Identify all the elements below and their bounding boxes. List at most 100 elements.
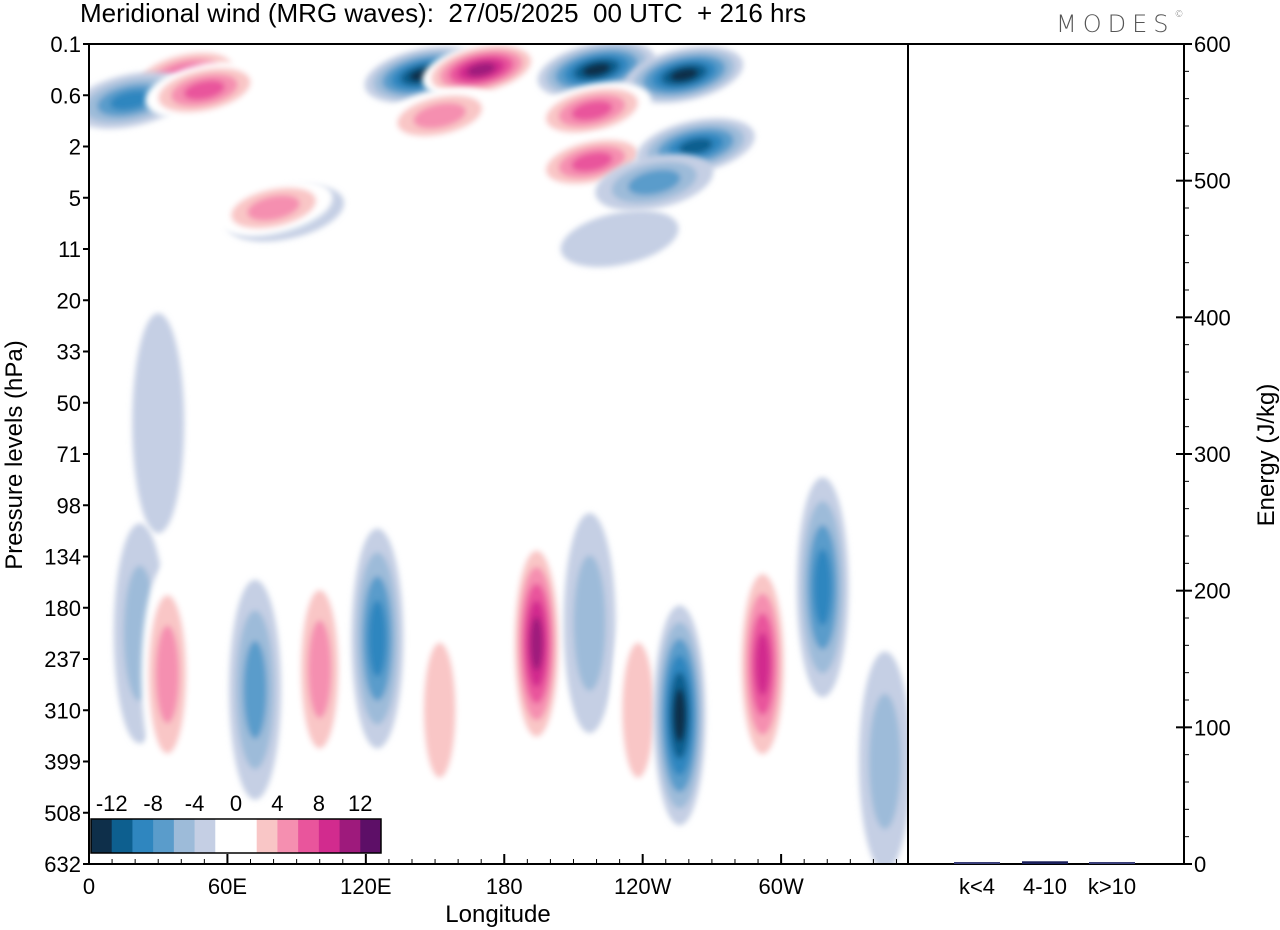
energy-axis-title: Energy (J/kg) [1253,384,1280,527]
colorbar-swatch [173,819,196,853]
contour-level [423,642,456,778]
contour-feature [532,82,651,139]
contour-level [183,80,225,100]
colorbar-swatch [298,819,320,853]
contour-feature [380,87,499,145]
colorbar-swatch [236,819,258,853]
contour-feature [595,154,714,211]
x-tick-label: 120E [340,874,391,899]
energy-tick-label: 600 [1194,32,1231,57]
pressure-axis: 0.1 0.6 2 5 11 20 33 50 71 98 134 180 237 310 399 508 63… [44,32,89,877]
colorbar-swatch [256,819,278,853]
y-tick-label: 2 [69,135,81,160]
contour-level [353,205,471,262]
contour-level [868,693,901,830]
contour-feature [229,579,282,800]
x-tick-label: 120W [614,874,672,899]
contour-feature [612,600,665,821]
y-tick-label: 134 [44,545,81,570]
y-tick-label: 399 [44,750,81,775]
energy-category-label: k>10 [1088,874,1136,899]
contour-level [813,548,832,626]
chart-title: Meridional wind (MRG waves): 27/05/2025 … [80,0,807,28]
y-tick-label: 632 [44,852,81,877]
contour-level [466,62,496,77]
y-axis-title: Pressure levels (hPa) [1,340,28,569]
contour-feature [422,44,541,98]
energy-tick-label: 100 [1194,715,1231,740]
contour-feature [132,313,185,534]
energy-bars: k<4 4-10 k>10 [954,861,1136,899]
energy-bar [1089,862,1135,864]
energy-bar [1022,861,1068,864]
y-tick-label: 71 [57,442,81,467]
contour-feature [537,44,656,98]
colorbar-label: -8 [143,791,163,816]
contour-feature [532,133,651,191]
contour-feature [858,651,908,864]
contour-level [573,555,606,691]
y-tick-label: 237 [44,647,81,672]
logo-mark: © [1174,10,1184,20]
y-tick-label: 5 [69,186,81,211]
contour-feature [796,477,849,698]
y-tick-label: 20 [57,288,81,313]
contour-level [530,616,543,671]
energy-tick-label: 300 [1194,442,1231,467]
colorbar-swatch [153,819,175,853]
contour-feature [653,605,706,826]
contour-level [669,67,699,82]
contour-field [89,44,908,864]
x-axis-title: Longitude [445,901,550,928]
energy-tick-label: 200 [1194,579,1231,604]
contour-level [413,103,466,129]
contour-level [247,195,300,221]
y-tick-label: 11 [58,237,81,262]
contour-level [132,313,185,534]
contour-level [755,632,771,696]
contour-feature [145,61,264,119]
contour-feature [351,528,404,749]
y-tick-label: 310 [44,698,81,723]
colorbar-swatch [215,819,237,853]
x-tick-label: 180 [486,874,523,899]
y-tick-label: 0.1 [50,32,81,57]
colorbar-label: -12 [96,791,128,816]
contour-level [308,620,332,719]
colorbar-swatch [111,819,133,853]
y-tick-label: 180 [44,596,81,621]
contour-level [673,688,686,743]
contour-feature [560,210,679,268]
contour-level [678,138,713,155]
contour-feature [214,179,333,237]
colorbar-swatch [339,819,361,853]
contour-feature [736,554,789,775]
energy-tick-label: 500 [1194,169,1231,194]
colorbar-label: 8 [313,791,325,816]
contour-feature [293,559,346,780]
energy-panel-frame [907,43,1185,865]
colorbar-label: 4 [271,791,283,816]
contour-level [571,152,613,172]
colorbar-swatch [277,819,299,853]
colorbar-frame [90,818,382,854]
contour-feature [141,564,194,785]
contour-level [571,100,613,121]
energy-bar [954,862,1000,864]
energy-category-label: k<4 [959,874,995,899]
contour-level [243,640,267,739]
contour-level [109,90,152,111]
energy-category-label: 4-10 [1023,874,1067,899]
y-tick-label: 508 [44,801,81,826]
colorbar-swatch [318,819,341,853]
colorbar-label: -4 [185,791,205,816]
energy-axis: 0 100 200 300 400 500 600 [1176,32,1231,877]
contour-level [155,625,180,724]
logo-text: MODES [1056,10,1175,38]
contour-level [560,210,679,268]
contour-feature [510,533,563,754]
contour-feature [625,46,744,104]
contour-feature [512,323,565,544]
contour-level [368,600,387,677]
